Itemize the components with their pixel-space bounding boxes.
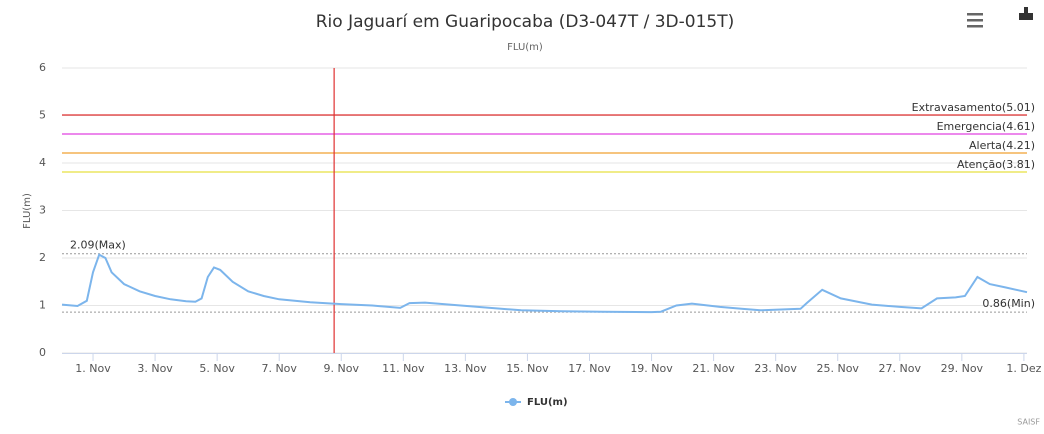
- x-tick-label: 23. Nov: [754, 362, 797, 375]
- menu-bar: [967, 25, 983, 28]
- y-tick-label: 0: [39, 346, 46, 359]
- legend-label: FLU(m): [527, 397, 568, 408]
- x-tick-label: 27. Nov: [879, 362, 922, 375]
- threshold-label: Extravasamento(5.01): [912, 101, 1035, 114]
- y-tick-label: 3: [39, 204, 46, 217]
- menu-bar: [967, 13, 983, 16]
- y-tick-label: 5: [39, 109, 46, 122]
- y-tick-label: 1: [39, 299, 46, 312]
- extreme-label: 0.86(Min): [982, 297, 1035, 310]
- x-tick-label: 3. Nov: [137, 362, 173, 375]
- x-tick-label: 7. Nov: [261, 362, 297, 375]
- x-tick-label: 1. Dez: [1006, 362, 1041, 375]
- x-tick-label: 21. Nov: [692, 362, 735, 375]
- x-tick-label: 17. Nov: [568, 362, 611, 375]
- x-tick-label: 11. Nov: [382, 362, 425, 375]
- chart-title: Rio Jaguarí em Guaripocaba (D3-047T / 3D…: [316, 12, 734, 32]
- y-axis-title: FLU(m): [22, 193, 33, 229]
- y-tick-label: 6: [39, 61, 46, 74]
- chart-subtitle: FLU(m): [507, 42, 543, 53]
- x-tick-label: 15. Nov: [506, 362, 549, 375]
- legend-marker: [509, 398, 517, 406]
- series-line: [61, 253, 1028, 314]
- menu-button[interactable]: [967, 13, 983, 28]
- export-icon: [1024, 7, 1028, 13]
- x-tick-label: 13. Nov: [444, 362, 487, 375]
- threshold-label: Emergencia(4.61): [937, 120, 1035, 133]
- export-button[interactable]: [1019, 7, 1033, 20]
- threshold-label: Alerta(4.21): [969, 139, 1035, 152]
- threshold-label: Atenção(3.81): [957, 158, 1035, 171]
- x-tick-label: 25. Nov: [816, 362, 859, 375]
- menu-bar: [967, 19, 983, 22]
- extreme-label: 2.09(Max): [70, 239, 126, 252]
- y-tick-label: 2: [39, 251, 46, 264]
- x-tick-label: 19. Nov: [630, 362, 673, 375]
- export-icon: [1019, 13, 1033, 20]
- x-tick-label: 29. Nov: [941, 362, 984, 375]
- x-tick-label: 9. Nov: [324, 362, 360, 375]
- y-tick-label: 4: [39, 156, 46, 169]
- x-tick-label: 5. Nov: [199, 362, 235, 375]
- credits: SAISF: [1017, 418, 1040, 427]
- x-tick-label: 1. Nov: [75, 362, 111, 375]
